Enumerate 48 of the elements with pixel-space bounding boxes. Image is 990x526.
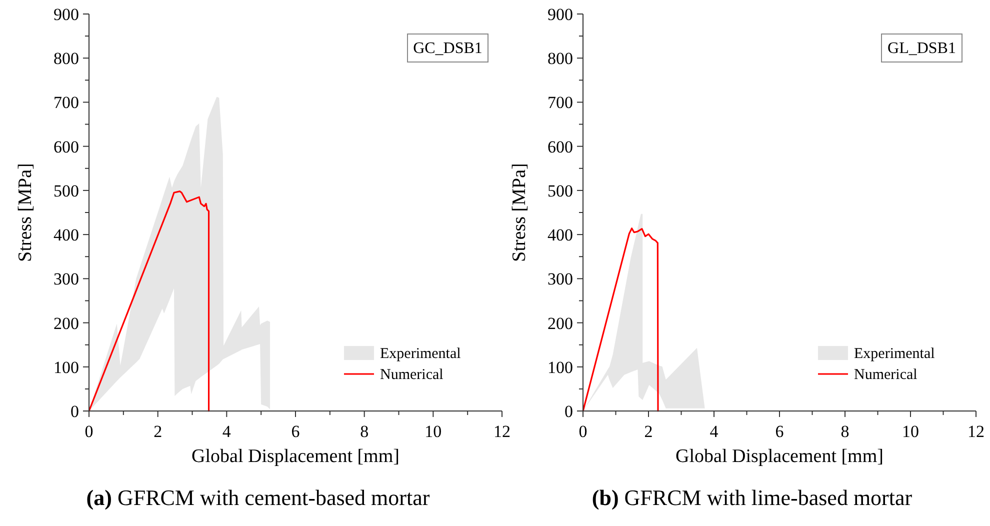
y-tick-label: 700 (548, 93, 573, 112)
y-tick-label: 200 (548, 314, 573, 333)
y-tick-label: 800 (54, 49, 79, 68)
legend-label: Experimental (380, 346, 461, 362)
line-series (582, 228, 659, 412)
y-tick-label: 600 (54, 137, 79, 156)
x-tick-label: 12 (968, 422, 984, 441)
y-tick-label: 200 (54, 314, 79, 333)
legend-label: Experimental (854, 346, 935, 362)
line-series (88, 190, 210, 412)
y-tick-label: 0 (70, 402, 79, 421)
y-tick-label: 100 (548, 358, 573, 377)
y-tick-label: 900 (54, 5, 79, 24)
text: (b) GFRCM with lime-based mortar (592, 485, 913, 510)
y-tick-label: 500 (54, 181, 79, 200)
x-axis-title: Global Displacement [mm] (676, 446, 884, 467)
x-tick-label: 0 (578, 422, 588, 441)
legend-label: Numerical (854, 367, 918, 383)
x-tick-label: 12 (494, 422, 510, 441)
text: (a) GFRCM with cement-based mortar (86, 485, 430, 510)
y-tick-label: 100 (54, 358, 79, 377)
y-axis-title: Stress [MPa] (15, 163, 36, 262)
x-tick-label: 6 (291, 422, 300, 441)
x-tick-label: 10 (902, 422, 919, 441)
y-tick-label: 800 (548, 49, 573, 68)
y-tick-label: 600 (548, 137, 573, 156)
y-tick-label: 500 (548, 181, 573, 200)
y-tick-label: 300 (548, 270, 573, 289)
annotation: GC_DSB1 (413, 40, 482, 57)
x-tick-label: 2 (644, 422, 653, 441)
x-tick-label: 8 (840, 422, 850, 441)
y-tick-label: 400 (54, 226, 79, 245)
x-tick-label: 2 (154, 422, 162, 441)
x-tick-label: 6 (775, 422, 784, 441)
x-tick-label: 0 (84, 422, 94, 441)
x-tick-label: 4 (222, 422, 232, 441)
y-tick-label: 900 (548, 5, 573, 24)
y-tick-label: 700 (54, 93, 79, 112)
x-axis-title: Global Displacement [mm] (192, 446, 400, 467)
y-axis-title: Stress [MPa] (509, 163, 530, 262)
annotation: GL_DSB1 (888, 40, 956, 57)
x-tick-label: 8 (360, 422, 369, 441)
y-tick-label: 300 (54, 270, 79, 289)
x-tick-label: 10 (424, 422, 442, 441)
x-tick-label: 4 (710, 422, 719, 441)
legend-label: Numerical (380, 367, 444, 383)
y-tick-label: 400 (548, 226, 573, 245)
y-tick-label: 0 (564, 402, 573, 421)
